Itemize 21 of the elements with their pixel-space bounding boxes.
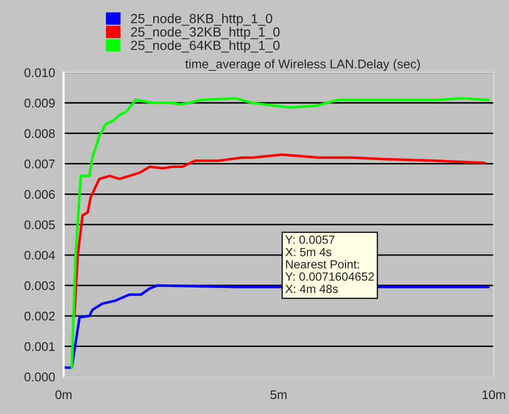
y-tick-label: 0.008 (24, 129, 55, 138)
x-tick-label: 5m (270, 390, 287, 400)
chart-title: time_average of Wireless LAN.Delay (sec) (185, 59, 420, 71)
y-tick-label: 0.000 (24, 372, 55, 382)
y-tick-label: 0.006 (24, 190, 55, 199)
legend-label: 25_node_64KB_http_1_0 (131, 40, 280, 53)
legend-label: 25_node_32KB_http_1_0 (131, 26, 280, 40)
y-tick-label: 0.005 (24, 220, 55, 230)
y-tick-label: 0.004 (24, 250, 55, 260)
y-tick-label: 0.001 (24, 342, 55, 351)
annotation: Y: 0.0057 X: 5m 4s Nearest Point: Y: 0.0071604652 X: 4m 48s (285, 236, 374, 294)
y-tick-label: 0.010 (24, 68, 55, 78)
x-tick-label: 10m (482, 390, 506, 400)
line-series (70, 97, 490, 369)
x-tick-label: 0m (55, 390, 72, 400)
y-tick-label: 0.003 (24, 281, 55, 290)
y-tick-label: 0.002 (24, 312, 55, 321)
y-tick-label: 0.007 (24, 160, 55, 168)
legend-label: 25_node_8KB_http_1_0 (131, 14, 272, 26)
y-tick-label: 0.009 (24, 98, 55, 108)
line-series (73, 153, 486, 318)
